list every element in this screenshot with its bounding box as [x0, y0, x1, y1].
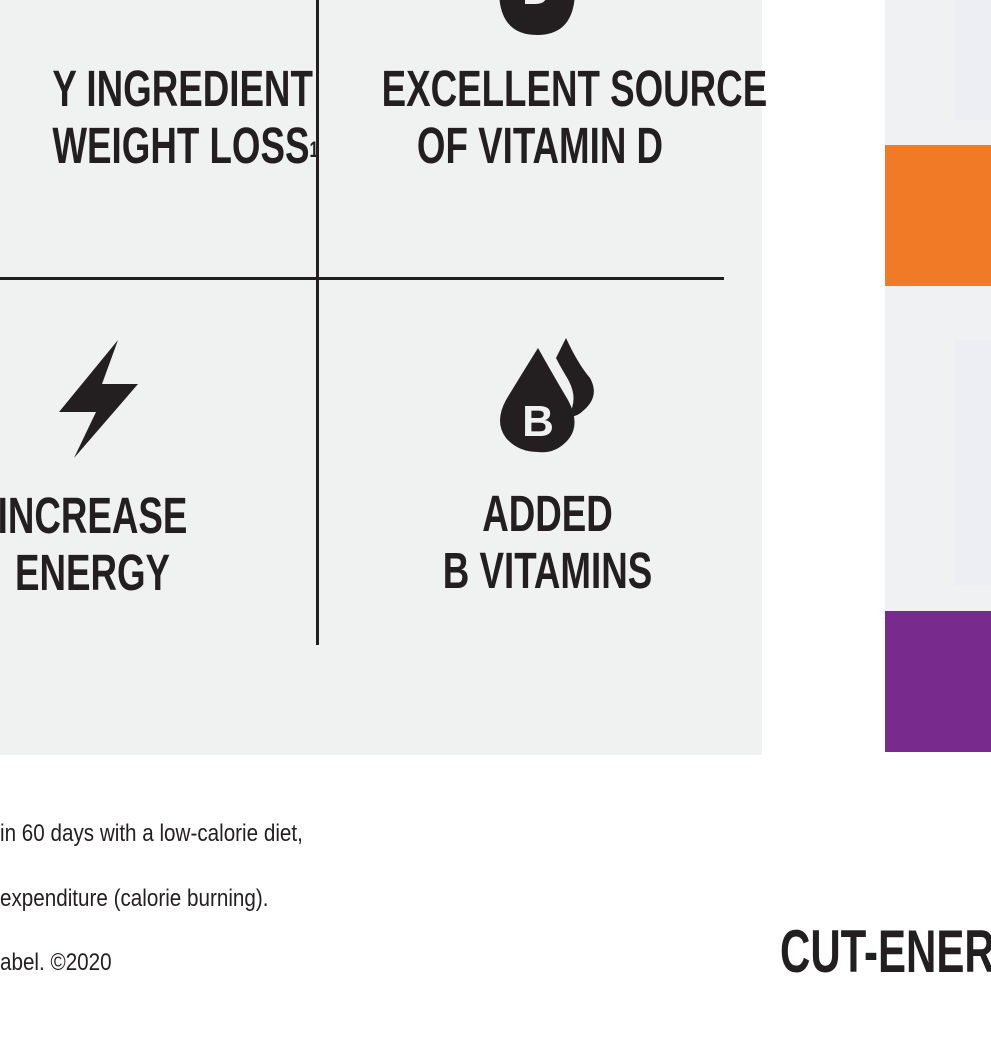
feature-title-line-1: Y INGREDIENT	[52, 60, 313, 117]
lightning-bolt-icon	[58, 338, 140, 460]
color-swatch-column	[885, 0, 991, 755]
vertical-divider	[316, 0, 319, 645]
feature-title-b-vitamins: ADDED B VITAMINS	[405, 485, 689, 599]
feature-title-line-1: ADDED	[482, 485, 613, 542]
vitamin-b-letter: B	[522, 397, 554, 446]
purple-swatch	[885, 611, 991, 752]
footnote-marker: 1	[309, 137, 319, 162]
partial-circle-icon	[60, 0, 130, 10]
feature-title-line-2-text: WEIGHT LOSS	[52, 117, 310, 174]
brand-heading: CUT-ENER	[780, 918, 991, 985]
orange-swatch	[885, 145, 991, 286]
feature-title-weight-loss: Y INGREDIENT WEIGHT LOSS1	[52, 60, 318, 174]
feature-title-line-2: OF VITAMIN D	[416, 117, 664, 174]
footnote-line-3: abel. ©2020	[0, 949, 112, 976]
features-panel: Y INGREDIENT WEIGHT LOSS1 EXCELLENT SOUR…	[0, 0, 768, 755]
footnote-line-1: in 60 days with a low-calorie diet,	[0, 820, 303, 847]
feature-title-line-1: INCREASE	[0, 487, 188, 544]
feature-title-energy: INCREASE ENERGY	[0, 487, 217, 601]
grey-inner-strip-top	[955, 0, 991, 120]
vitamin-d-drop-icon	[497, 0, 577, 40]
feature-title-line-1: EXCELLENT SOURCE	[381, 60, 768, 117]
feature-title-line-2: ENERGY	[14, 544, 171, 601]
footnote-line-2: expenditure (calorie burning).	[0, 885, 269, 912]
horizontal-divider	[0, 277, 724, 280]
feature-title-line-2: B VITAMINS	[442, 542, 653, 599]
feature-title-vitamin-d: EXCELLENT SOURCE OF VITAMIN D	[381, 60, 768, 174]
feature-title-line-2: WEIGHT LOSS1	[52, 117, 318, 174]
vitamin-b-drops-icon: B	[496, 336, 598, 454]
grey-inner-strip-middle	[955, 340, 991, 585]
